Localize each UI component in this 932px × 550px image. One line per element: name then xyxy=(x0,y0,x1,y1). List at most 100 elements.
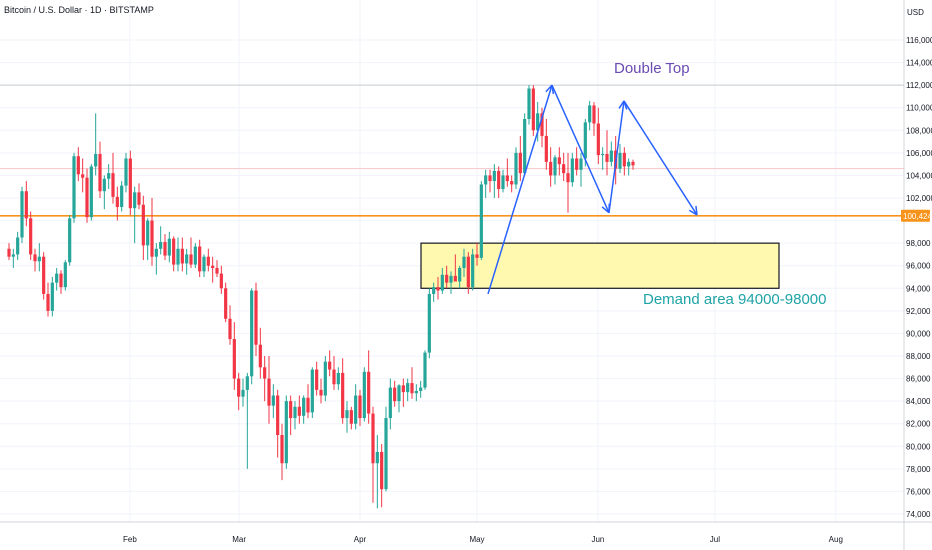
candle-body xyxy=(354,395,358,424)
candle xyxy=(245,372,249,469)
candle xyxy=(514,147,518,189)
candle-body xyxy=(263,367,267,379)
candle-body xyxy=(211,265,215,268)
candle xyxy=(445,265,449,289)
candle xyxy=(211,256,215,283)
candle xyxy=(527,85,531,125)
candle-body xyxy=(475,254,479,258)
candle xyxy=(358,389,362,426)
candle-body xyxy=(146,220,150,246)
candle xyxy=(605,130,609,176)
candle xyxy=(531,85,535,136)
x-tick-label: Mar xyxy=(232,535,246,544)
candle xyxy=(254,282,258,356)
candle xyxy=(518,135,522,182)
candle-body xyxy=(566,173,570,183)
candle xyxy=(306,384,310,419)
candle-body xyxy=(163,242,167,256)
candle xyxy=(432,282,436,302)
candle-body xyxy=(189,254,193,265)
candle-body xyxy=(380,451,384,490)
candle-body xyxy=(328,361,332,370)
candle-body xyxy=(393,387,397,402)
candle-body xyxy=(358,395,362,419)
candle-body xyxy=(137,192,141,205)
candle-body xyxy=(68,218,72,263)
candle-body xyxy=(462,256,466,268)
candle xyxy=(618,143,622,174)
candle-body xyxy=(479,184,483,258)
candle-body xyxy=(297,406,301,416)
candle-body xyxy=(531,88,535,131)
candle-body xyxy=(219,273,223,289)
candle xyxy=(388,378,392,430)
candle-body xyxy=(609,150,613,162)
candle-body xyxy=(254,290,258,345)
candle xyxy=(33,248,37,272)
candle xyxy=(237,372,241,411)
candle xyxy=(167,231,171,263)
candle xyxy=(46,282,50,317)
candle-body xyxy=(397,385,401,402)
candle xyxy=(193,243,197,268)
candle-body xyxy=(76,156,80,175)
candle-body xyxy=(128,158,132,209)
candle xyxy=(592,102,596,136)
candle xyxy=(427,288,431,359)
candle xyxy=(393,380,397,407)
candle-body xyxy=(423,352,427,388)
candle-body xyxy=(63,262,67,288)
candle xyxy=(622,147,626,176)
candle xyxy=(627,158,631,176)
y-tick-label: 92,000 xyxy=(906,307,931,316)
candle-body xyxy=(388,387,392,419)
candle xyxy=(367,350,371,424)
candle xyxy=(180,237,184,272)
candle-body xyxy=(202,256,206,272)
y-tick-label: 90,000 xyxy=(906,329,931,338)
candle xyxy=(375,435,379,509)
candle-body xyxy=(332,369,336,385)
candle-body xyxy=(315,369,319,390)
candle-body xyxy=(341,372,345,419)
candle-body xyxy=(549,161,553,176)
candle-body xyxy=(37,256,41,262)
pattern-segment xyxy=(487,84,553,295)
y-tick-label: 74,000 xyxy=(906,510,931,519)
candle xyxy=(37,243,41,272)
time-axis[interactable]: Feb Mar Apr May Jun Jul Aug xyxy=(123,535,843,544)
candle-body xyxy=(336,372,340,385)
candle xyxy=(410,367,414,399)
annotations-group: Double Top Demand area 94000-98000 xyxy=(614,60,826,308)
candle-body xyxy=(484,175,488,185)
candle xyxy=(323,356,327,402)
candle-body xyxy=(601,153,605,156)
candle xyxy=(371,406,375,503)
candle xyxy=(7,243,11,261)
candle xyxy=(128,150,132,215)
arrowhead xyxy=(551,85,555,95)
candle-body xyxy=(592,105,596,124)
candle xyxy=(488,169,492,193)
candle xyxy=(276,389,280,458)
y-tick-label: 106,000 xyxy=(906,149,932,158)
candle-body xyxy=(59,273,63,288)
candle-body xyxy=(29,218,33,255)
price-axis[interactable]: USD 74,000 76,000 78,000 80,000 82,000 84,000 8… xyxy=(901,8,932,519)
candle-body xyxy=(159,242,163,249)
candle xyxy=(349,406,353,430)
candle xyxy=(42,252,46,300)
candle-body xyxy=(553,157,557,176)
candle-body xyxy=(401,385,405,393)
arrowhead xyxy=(695,205,698,216)
candle-body xyxy=(527,88,531,119)
candle xyxy=(215,260,219,277)
candle-body xyxy=(46,293,50,311)
candle-body xyxy=(198,246,202,272)
candle-body xyxy=(375,451,379,464)
pattern-segment xyxy=(623,100,698,216)
chart-title: Bitcoin / U.S. Dollar · 1D · BITSTAMP xyxy=(4,5,154,15)
candle-body xyxy=(302,397,306,416)
candle xyxy=(59,270,63,294)
candle-body xyxy=(237,378,241,397)
